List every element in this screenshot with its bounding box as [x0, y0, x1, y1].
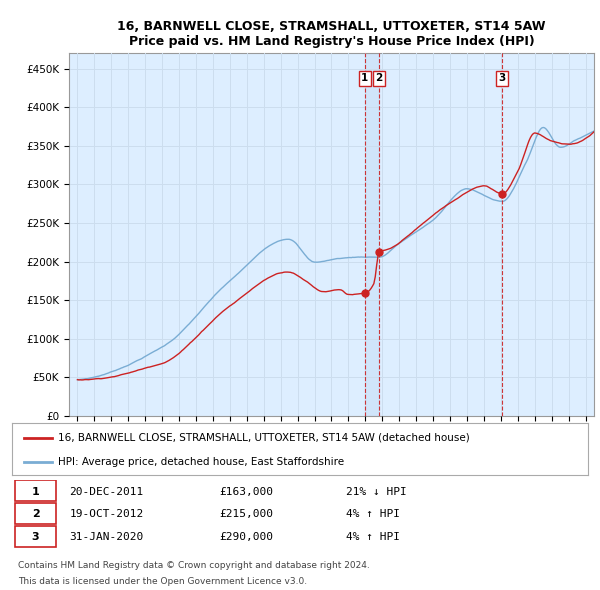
Text: £290,000: £290,000	[220, 532, 274, 542]
Text: HPI: Average price, detached house, East Staffordshire: HPI: Average price, detached house, East…	[58, 457, 344, 467]
Text: 1: 1	[32, 487, 40, 497]
FancyBboxPatch shape	[15, 503, 56, 524]
Text: 19-OCT-2012: 19-OCT-2012	[70, 509, 144, 519]
Text: 2: 2	[32, 509, 40, 519]
Bar	[365, 53, 379, 416]
Text: 21% ↓ HPI: 21% ↓ HPI	[346, 487, 407, 497]
FancyBboxPatch shape	[15, 526, 56, 546]
Text: 3: 3	[32, 532, 40, 542]
Text: £163,000: £163,000	[220, 487, 274, 497]
Text: Contains HM Land Registry data © Crown copyright and database right 2024.: Contains HM Land Registry data © Crown c…	[18, 560, 370, 569]
Text: 20-DEC-2011: 20-DEC-2011	[70, 487, 144, 497]
Text: 4% ↑ HPI: 4% ↑ HPI	[346, 532, 400, 542]
Text: 31-JAN-2020: 31-JAN-2020	[70, 532, 144, 542]
Text: 3: 3	[499, 74, 506, 84]
Text: 2: 2	[375, 74, 383, 84]
FancyBboxPatch shape	[15, 480, 56, 502]
Title: 16, BARNWELL CLOSE, STRAMSHALL, UTTOXETER, ST14 5AW
Price paid vs. HM Land Regis: 16, BARNWELL CLOSE, STRAMSHALL, UTTOXETE…	[117, 20, 546, 48]
Text: This data is licensed under the Open Government Licence v3.0.: This data is licensed under the Open Gov…	[18, 578, 307, 586]
Text: £215,000: £215,000	[220, 509, 274, 519]
Text: 16, BARNWELL CLOSE, STRAMSHALL, UTTOXETER, ST14 5AW (detached house): 16, BARNWELL CLOSE, STRAMSHALL, UTTOXETE…	[58, 432, 470, 442]
Text: 1: 1	[361, 74, 368, 84]
Text: 4% ↑ HPI: 4% ↑ HPI	[346, 509, 400, 519]
